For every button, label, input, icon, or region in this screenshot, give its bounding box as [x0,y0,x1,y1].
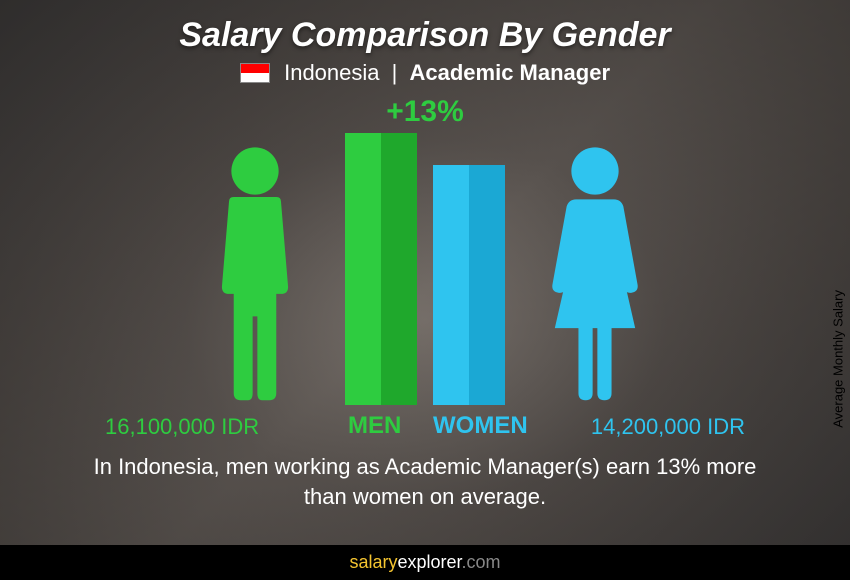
description-text: In Indonesia, men working as Academic Ma… [70,452,780,511]
bar-label-men: MEN [348,412,401,440]
chart-area: +13% MEN WOMEN 16,100,000 IDR 14,200,000… [0,95,850,445]
salary-men: 16,100,000 IDR [105,414,259,440]
female-person-icon [535,145,655,405]
footer-part2: explorer [397,552,461,572]
footer-part1: salary [349,552,397,572]
male-person-icon [195,145,315,405]
subtitle: Indonesia | Academic Manager [0,60,850,86]
y-axis-label: Average Monthly Salary [831,290,846,428]
flag-top-stripe [241,64,269,73]
bar-women [433,165,505,405]
bar-men [345,133,417,405]
flag-bottom-stripe [241,73,269,82]
footer-part3: .com [462,552,501,572]
page-title: Salary Comparison By Gender [0,16,850,55]
flag-icon [240,63,270,83]
male-svg [195,145,315,405]
percentage-delta-label: +13% [386,95,464,129]
country-label: Indonesia [284,60,379,85]
bar-label-women: WOMEN [433,412,528,440]
footer: salaryexplorer.com [0,545,850,580]
job-title-label: Academic Manager [409,60,610,85]
female-svg [535,145,655,405]
separator: | [392,60,398,85]
salary-women: 14,200,000 IDR [591,414,745,440]
